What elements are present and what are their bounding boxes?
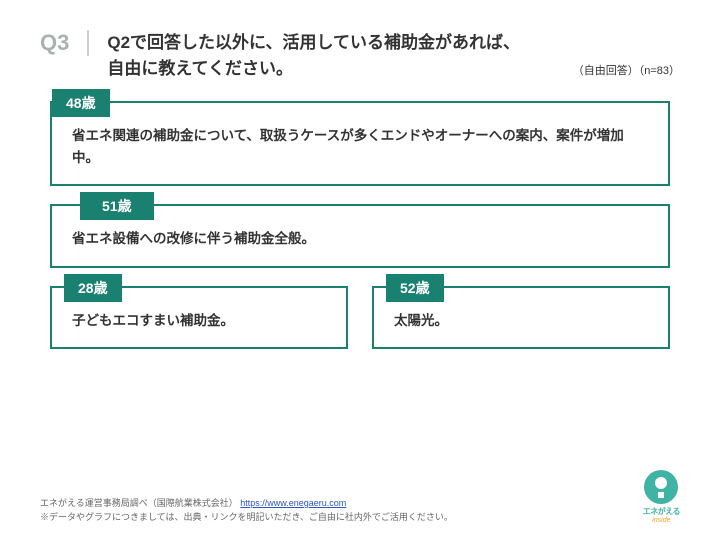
lightbulb-icon bbox=[644, 470, 678, 504]
response-card: 52歳 太陽光。 bbox=[372, 286, 670, 350]
question-meta: （自由回答）（n=83） bbox=[573, 62, 680, 78]
footer: エネがえる運営事務局調べ（国際航業株式会社） https://www.enega… bbox=[40, 470, 680, 524]
response-card: 48歳 省エネ関連の補助金について、取扱うケースが多くエンドやオーナーへの案内、… bbox=[50, 101, 670, 186]
responses-container: 48歳 省エネ関連の補助金について、取扱うケースが多くエンドやオーナーへの案内、… bbox=[0, 91, 720, 367]
response-text: 省エネ関連の補助金について、取扱うケースが多くエンドやオーナーへの案内、案件が増… bbox=[72, 125, 648, 168]
age-tag: 52歳 bbox=[386, 274, 444, 302]
footer-note: ※データやグラフにつきましては、出典・リンクを明記いただき、ご自由に社内外でご活… bbox=[40, 511, 453, 525]
question-text-line2: 自由に教えてください。 bbox=[107, 56, 293, 82]
footer-link[interactable]: https://www.enegaeru.com bbox=[240, 498, 346, 508]
response-text: 省エネ設備への改修に伴う補助金全般。 bbox=[72, 228, 648, 250]
header: Q3 Q2で回答した以外に、活用している補助金があれば、 自由に教えてください。… bbox=[0, 0, 720, 91]
age-tag: 48歳 bbox=[52, 89, 110, 117]
age-tag: 51歳 bbox=[80, 192, 154, 220]
logo-subtext: inside bbox=[652, 517, 670, 524]
age-tag: 28歳 bbox=[64, 274, 122, 302]
response-text: 子どもエコすまい補助金。 bbox=[72, 310, 326, 332]
response-card: 51歳 省エネ設備への改修に伴う補助金全般。 bbox=[50, 204, 670, 268]
logo-text: エネがえる bbox=[643, 506, 680, 517]
response-text: 太陽光。 bbox=[394, 310, 648, 332]
footer-source: エネがえる運営事務局調べ（国際航業株式会社） bbox=[40, 498, 238, 508]
response-card: 28歳 子どもエコすまい補助金。 bbox=[50, 286, 348, 350]
question-text-block: Q2で回答した以外に、活用している補助金があれば、 自由に教えてください。 （自… bbox=[107, 30, 680, 81]
brand-logo: エネがえる inside bbox=[643, 470, 680, 524]
question-number: Q3 bbox=[40, 30, 89, 56]
footer-text: エネがえる運営事務局調べ（国際航業株式会社） https://www.enega… bbox=[40, 497, 453, 524]
question-text-line1: Q2で回答した以外に、活用している補助金があれば、 bbox=[107, 30, 680, 56]
